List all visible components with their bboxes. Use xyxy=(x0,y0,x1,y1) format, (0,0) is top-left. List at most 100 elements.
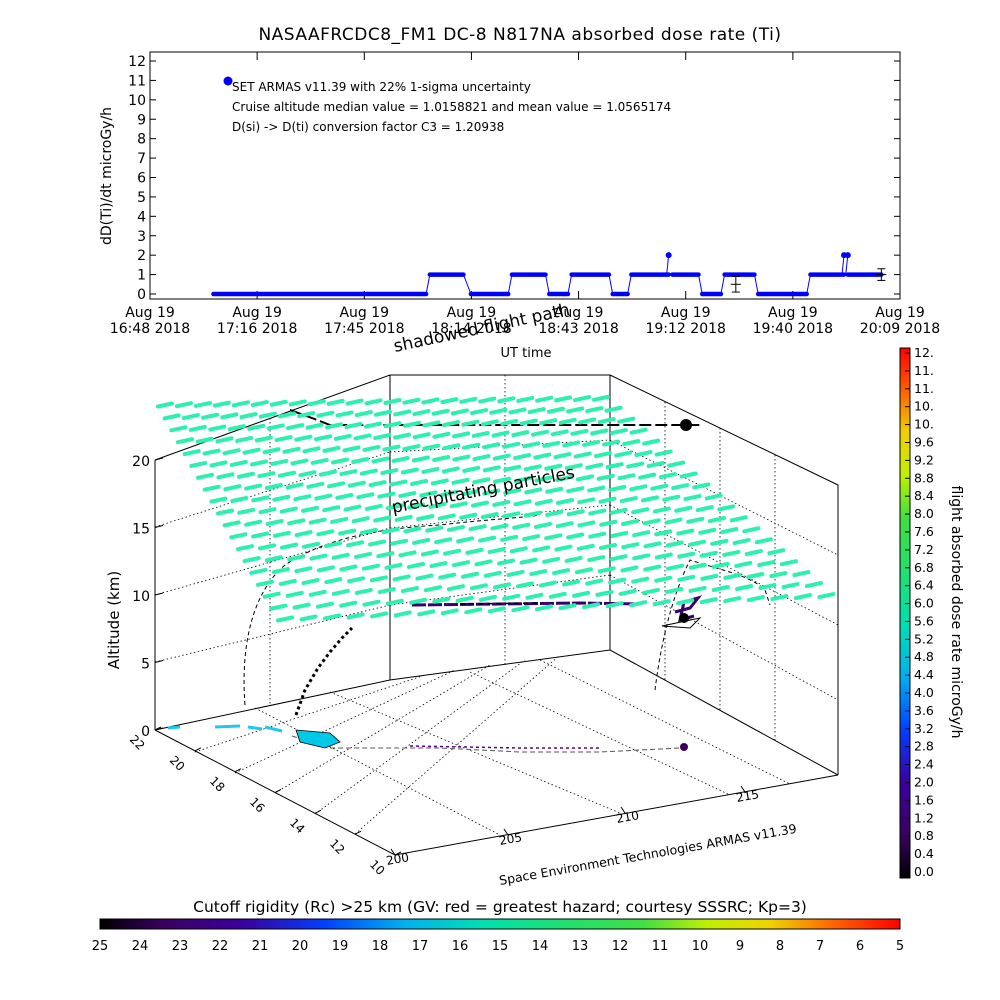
particle-dash xyxy=(193,400,212,408)
y-tick-label: 8 xyxy=(137,132,146,148)
particle-dash xyxy=(227,424,246,432)
particle-dash xyxy=(346,540,365,548)
particle-dash xyxy=(497,396,516,404)
particle-dash xyxy=(566,486,585,494)
flight-path-right-projection xyxy=(654,559,771,691)
particle-dash xyxy=(544,463,563,471)
dose-rate-tick-label: 12. xyxy=(914,345,934,360)
particle-dash xyxy=(588,531,607,539)
particle-dash xyxy=(471,500,489,508)
particle-dash xyxy=(478,535,497,543)
particle-dash xyxy=(222,520,241,528)
particle-dash xyxy=(442,443,461,451)
particle-dash xyxy=(472,477,491,485)
dose-rate-tick-label: 0.0 xyxy=(914,864,934,879)
particle-dash xyxy=(658,472,677,480)
particle-dash xyxy=(804,581,823,589)
particle-dash xyxy=(708,516,727,524)
y-tick-label: 5 xyxy=(137,190,146,206)
particle-dash xyxy=(769,571,788,579)
particle-dash xyxy=(665,540,684,548)
longitude-tick-mark xyxy=(740,785,746,793)
particle-dash xyxy=(522,534,541,542)
particle-dash xyxy=(212,400,231,408)
particle-dash xyxy=(330,457,349,465)
particle-dash xyxy=(174,401,193,409)
particle-dash xyxy=(746,595,765,603)
particle-dash xyxy=(598,496,617,504)
particle-dash xyxy=(558,603,577,611)
dose-rate-tick-label: 3.6 xyxy=(914,703,934,718)
particle-dash xyxy=(432,431,451,439)
particle-dash xyxy=(432,455,451,463)
particle-dash xyxy=(362,444,381,452)
particle-dash xyxy=(642,518,661,526)
particle-dash xyxy=(330,516,349,524)
particle-dash xyxy=(434,537,453,545)
x-tick-label-date: Aug 19 xyxy=(232,305,282,321)
y-tick-label: 11 xyxy=(128,73,146,89)
particle-dash xyxy=(723,572,742,580)
particle-dash xyxy=(620,565,639,573)
particle-dash xyxy=(683,494,702,502)
particle-dash xyxy=(513,453,532,461)
particle-dash xyxy=(244,483,263,491)
cutoff-rigidity-tick-label: 14 xyxy=(532,939,549,954)
particle-dash xyxy=(578,417,597,425)
particle-dash xyxy=(419,490,438,498)
particle-dash xyxy=(423,585,442,593)
dose-rate-tick-label: 10. xyxy=(914,417,934,432)
cutoff-rigidity-tick-label: 17 xyxy=(412,939,429,954)
cutoff-rigidity-colorbar xyxy=(99,918,901,930)
particle-dash xyxy=(667,460,686,468)
dose-rate-tick-label: 9.2 xyxy=(914,452,934,467)
dose-rate-tick-label: 8.8 xyxy=(914,470,934,485)
particle-dash xyxy=(585,578,604,586)
particle-dash xyxy=(614,450,633,458)
particle-dash xyxy=(392,574,411,582)
cutoff-rigidity-tick-label: 19 xyxy=(332,939,349,954)
altitude-tick-mark xyxy=(154,525,164,528)
particle-dash xyxy=(215,436,234,444)
particle-dash xyxy=(202,484,221,492)
particle-dash xyxy=(294,566,313,574)
dose-rate-tick-label: 0.4 xyxy=(914,846,934,861)
particle-dash xyxy=(597,417,616,425)
particle-dash xyxy=(272,494,291,502)
particle-dash xyxy=(553,452,572,460)
latitude-tick-mark xyxy=(274,789,282,793)
particle-dash xyxy=(792,570,811,578)
particle-dash xyxy=(529,569,548,577)
particle-dash xyxy=(695,505,714,513)
particle-dash xyxy=(654,529,673,537)
particle-dash xyxy=(316,529,335,537)
x-tick-label-time: 19:12 2018 xyxy=(645,321,725,337)
series-connector xyxy=(462,274,472,295)
particle-dash xyxy=(364,503,383,511)
particle-dash xyxy=(437,513,456,521)
cutoff-rigidity-tick-label: 20 xyxy=(292,939,309,954)
particle-dash xyxy=(757,560,776,568)
particle-dash xyxy=(629,600,648,608)
particle-dash xyxy=(587,485,606,493)
particle-dash xyxy=(429,561,448,569)
particle-dash xyxy=(202,448,221,456)
particle-dash xyxy=(208,424,227,432)
x-tick-label-time: 17:16 2018 xyxy=(217,321,297,337)
flight-path-cruise-mid xyxy=(411,601,641,607)
particle-dash xyxy=(209,496,228,504)
latitude-tick-label: 20 xyxy=(167,753,188,774)
particle-dash xyxy=(301,578,320,586)
series-peak-connector xyxy=(666,255,670,275)
dose-rate-tick-label: 4.4 xyxy=(914,667,934,682)
flight-path-projection xyxy=(243,514,541,706)
particle-dash xyxy=(503,487,522,495)
particle-dash xyxy=(781,582,800,590)
cruise-median-note: Cruise altitude median value = 1.0158821… xyxy=(232,100,671,114)
particle-dash xyxy=(605,462,624,470)
particle-dash xyxy=(664,517,683,525)
particle-dash xyxy=(617,416,636,424)
particle-dash xyxy=(402,420,421,428)
